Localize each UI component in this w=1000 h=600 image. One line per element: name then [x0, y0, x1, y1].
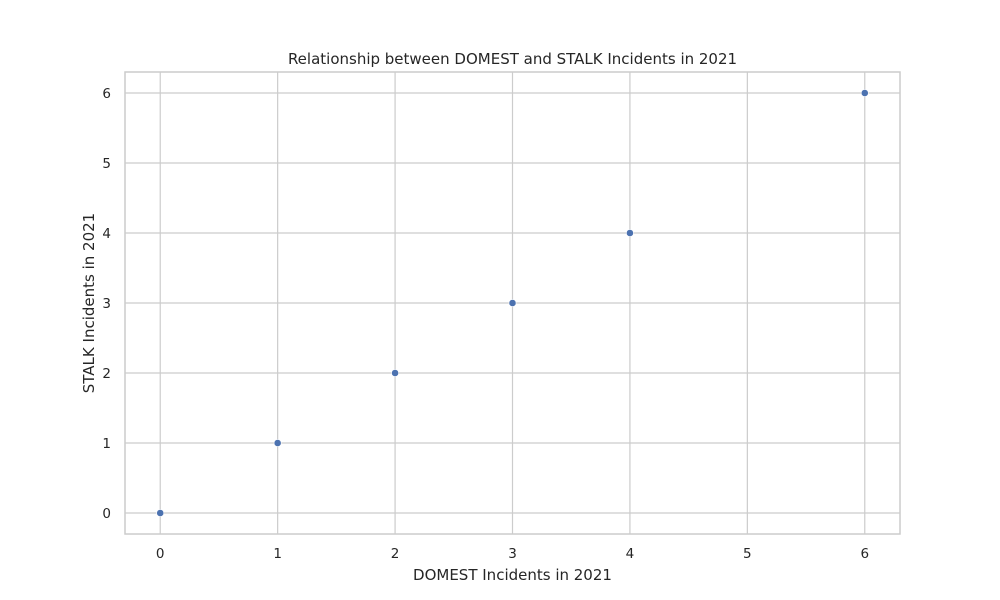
scatter-point: [273, 439, 282, 447]
x-axis-label: DOMEST Incidents in 2021: [413, 566, 612, 584]
x-tick-label: 4: [626, 546, 635, 562]
data-points: [156, 89, 869, 517]
scatter-point: [626, 229, 634, 237]
scatter-point: [860, 89, 869, 97]
scatter-point: [391, 369, 399, 377]
x-tick-labels: 0 1 2 3 4 5 6: [156, 546, 869, 562]
y-tick-label: 6: [102, 86, 111, 102]
x-tick-label: 3: [508, 546, 517, 562]
grid-lines: [125, 72, 900, 534]
y-tick-label: 4: [102, 226, 111, 242]
y-axis-label: STALK Incidents in 2021: [80, 213, 98, 393]
y-tick-label: 1: [102, 436, 111, 452]
y-tick-label: 0: [102, 506, 111, 522]
x-tick-label: 6: [860, 546, 869, 562]
y-tick-labels: 0 1 2 3 4 5 6: [102, 86, 111, 522]
scatter-point: [508, 299, 517, 307]
x-tick-label: 5: [743, 546, 752, 562]
scatter-point: [156, 509, 165, 517]
chart-title: Relationship between DOMEST and STALK In…: [288, 50, 737, 68]
x-tick-label: 1: [273, 546, 282, 562]
x-tick-label: 2: [391, 546, 400, 562]
y-tick-label: 5: [102, 156, 111, 172]
plot-frame: [124, 71, 901, 535]
y-tick-label: 3: [102, 296, 111, 312]
x-tick-label: 0: [156, 546, 165, 562]
y-tick-label: 2: [102, 366, 111, 382]
